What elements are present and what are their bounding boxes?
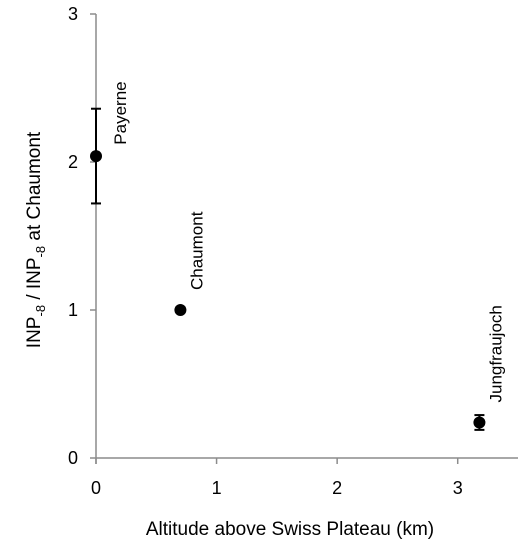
axes <box>90 13 518 464</box>
x-tick-label: 2 <box>332 478 342 498</box>
data-point-chaumont <box>174 304 187 316</box>
y-tick-label: 2 <box>68 152 78 172</box>
point-label-jungfraujoch: Jungfraujoch <box>486 305 505 402</box>
tick-labels: 0 1 2 3 0 1 2 3 <box>68 4 463 498</box>
y-axis-title: INP-8 / INP-8 at Chaumont <box>24 131 48 348</box>
x-tick-label: 3 <box>453 478 463 498</box>
data-points: Payerne Chaumont Jungfraujoch <box>90 81 505 431</box>
x-tick-label: 0 <box>91 478 101 498</box>
data-point-jungfraujoch <box>473 416 486 429</box>
x-axis-title: Altitude above Swiss Plateau (km) <box>146 519 434 540</box>
data-point-payerne <box>90 150 102 163</box>
y-tick-label: 1 <box>68 300 78 320</box>
y-tick-label: 0 <box>68 448 78 468</box>
x-tick-label: 1 <box>212 478 222 498</box>
point-label-payerne: Payerne <box>111 81 130 144</box>
y-tick-label: 3 <box>68 4 78 24</box>
point-label-chaumont: Chaumont <box>187 211 206 290</box>
